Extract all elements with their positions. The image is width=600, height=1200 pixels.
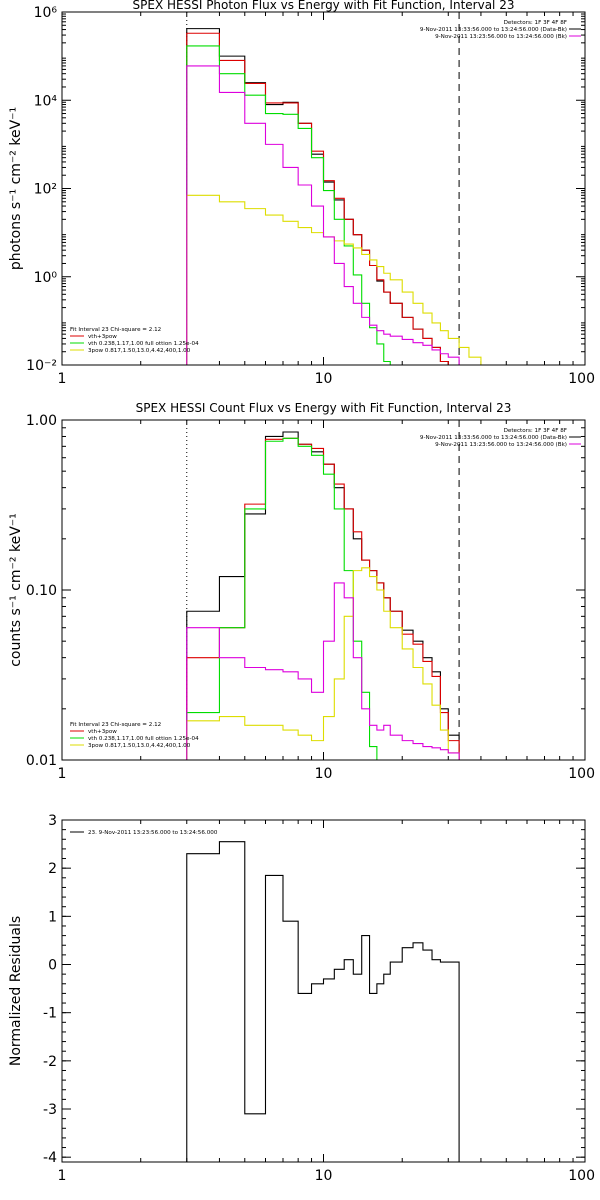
chart-title: SPEX HESSI Count Flux vs Energy with Fit…: [136, 401, 512, 415]
series-data-bk-line: [186, 431, 460, 760]
legend-entry-label: 9-Nov-2011 13:33:56.000 to 13:24:56.000 …: [420, 435, 567, 441]
y-axis-label: photons s⁻¹ cm⁻² keV⁻¹: [8, 107, 24, 270]
y-tick-label: 2: [48, 861, 57, 877]
x-tick-label: 1: [58, 371, 67, 387]
legend-entry-label: 9-Nov-2011 13:23:56.000 to 13:24:56.000 …: [435, 34, 567, 40]
y-tick-label: 0.01: [26, 753, 57, 769]
x-tick-label: 100: [568, 371, 595, 387]
plot-frame: [61, 11, 586, 366]
residuals-panel: Normalized Residuals 1 10 100 -4 -3 -2 -1 0 1 2 3 23…: [8, 813, 595, 1184]
legend-entry-label: 9-Nov-2011 13:23:56.000 to 13:24:56.000 …: [435, 442, 567, 448]
legend-detectors: Detectors: 1F 3F 4F 8F: [504, 428, 567, 434]
series-vth-3pow-line: [186, 32, 460, 365]
y-tick-label: 1.00: [26, 413, 57, 429]
y-tick-label: 10⁰: [34, 270, 58, 286]
legend-entry-label: vth 0.238,1.17,1.00 full ottion 1.25e-04: [88, 736, 199, 742]
legend-detectors: Detectors: 1F 3F 4F 8F: [504, 20, 567, 26]
y-tick-label: 3: [48, 813, 57, 829]
series-3pow-line: [186, 194, 518, 365]
legend-fit-header: Fit Interval 23 Chi-square = 2.12: [70, 327, 161, 333]
y-tick-label: -4: [43, 1150, 57, 1166]
y-tick-label: -2: [43, 1054, 57, 1070]
y-tick-label: 1: [48, 909, 57, 925]
x-tick-label: 1: [58, 1168, 67, 1184]
series-vth-3pow-line: [186, 437, 460, 760]
legend-entry-label: vth+3pow: [88, 729, 117, 735]
legend-entry-label: 3pow 0.817,1.50,13.0,4.42,400,1.00: [88, 348, 191, 354]
plot-frame: [61, 419, 586, 761]
chart-title: SPEX HESSI Photon Flux vs Energy with Fi…: [133, 0, 515, 12]
series-vth-line: [186, 45, 414, 365]
legend-entry-label: 3pow 0.817,1.50,13.0,4.42,400,1.00: [88, 743, 191, 749]
x-tick-label: 10: [315, 1168, 333, 1184]
y-tick-label: 0: [48, 958, 57, 974]
photon-flux-panel: SPEX HESSI Photon Flux vs Energy with Fi…: [8, 0, 595, 387]
y-tick-label: 10²: [34, 182, 57, 198]
y-tick-label: 0.10: [26, 583, 57, 599]
y-tick-label: -3: [43, 1102, 57, 1118]
series-bk-line: [186, 582, 460, 760]
x-tick-label: 1: [58, 766, 67, 782]
legend-entry-label: vth+3pow: [88, 334, 117, 340]
legend-fit-header: Fit Interval 23 Chi-square = 2.12: [70, 722, 161, 728]
series-vth-line: [186, 437, 384, 760]
legend-entry-label: 9-Nov-2011 13:33:56.000 to 13:24:56.000 …: [420, 27, 567, 33]
y-tick-label: 10⁶: [34, 5, 58, 21]
y-tick-label: 10⁴: [34, 93, 58, 109]
legend-entry-label: vth 0.238,1.17,1.00 full ottion 1.25e-04: [88, 341, 199, 347]
y-tick-label: 10⁻²: [26, 358, 57, 374]
plot-frame: [61, 819, 586, 1163]
legend-entry-label: 23. 9-Nov-2011 13:23:56.000 to 13:24:56.…: [88, 830, 218, 836]
count-flux-panel: SPEX HESSI Count Flux vs Energy with Fit…: [8, 401, 595, 782]
series-23-9-nov-2011-13-23-56-000-to-13-24-56-000-line: [186, 841, 460, 1162]
y-axis-label: Normalized Residuals: [8, 916, 24, 1066]
series-bk-line: [186, 65, 460, 365]
series-3pow-line: [186, 567, 460, 760]
y-tick-label: -1: [43, 1006, 57, 1022]
x-tick-label: 100: [568, 766, 595, 782]
x-tick-label: 10: [315, 371, 333, 387]
series-data-bk-line: [186, 28, 460, 365]
y-axis-label: counts s⁻¹ cm⁻² keV⁻¹: [8, 513, 24, 667]
x-tick-label: 10: [315, 766, 333, 782]
x-tick-label: 100: [568, 1168, 595, 1184]
